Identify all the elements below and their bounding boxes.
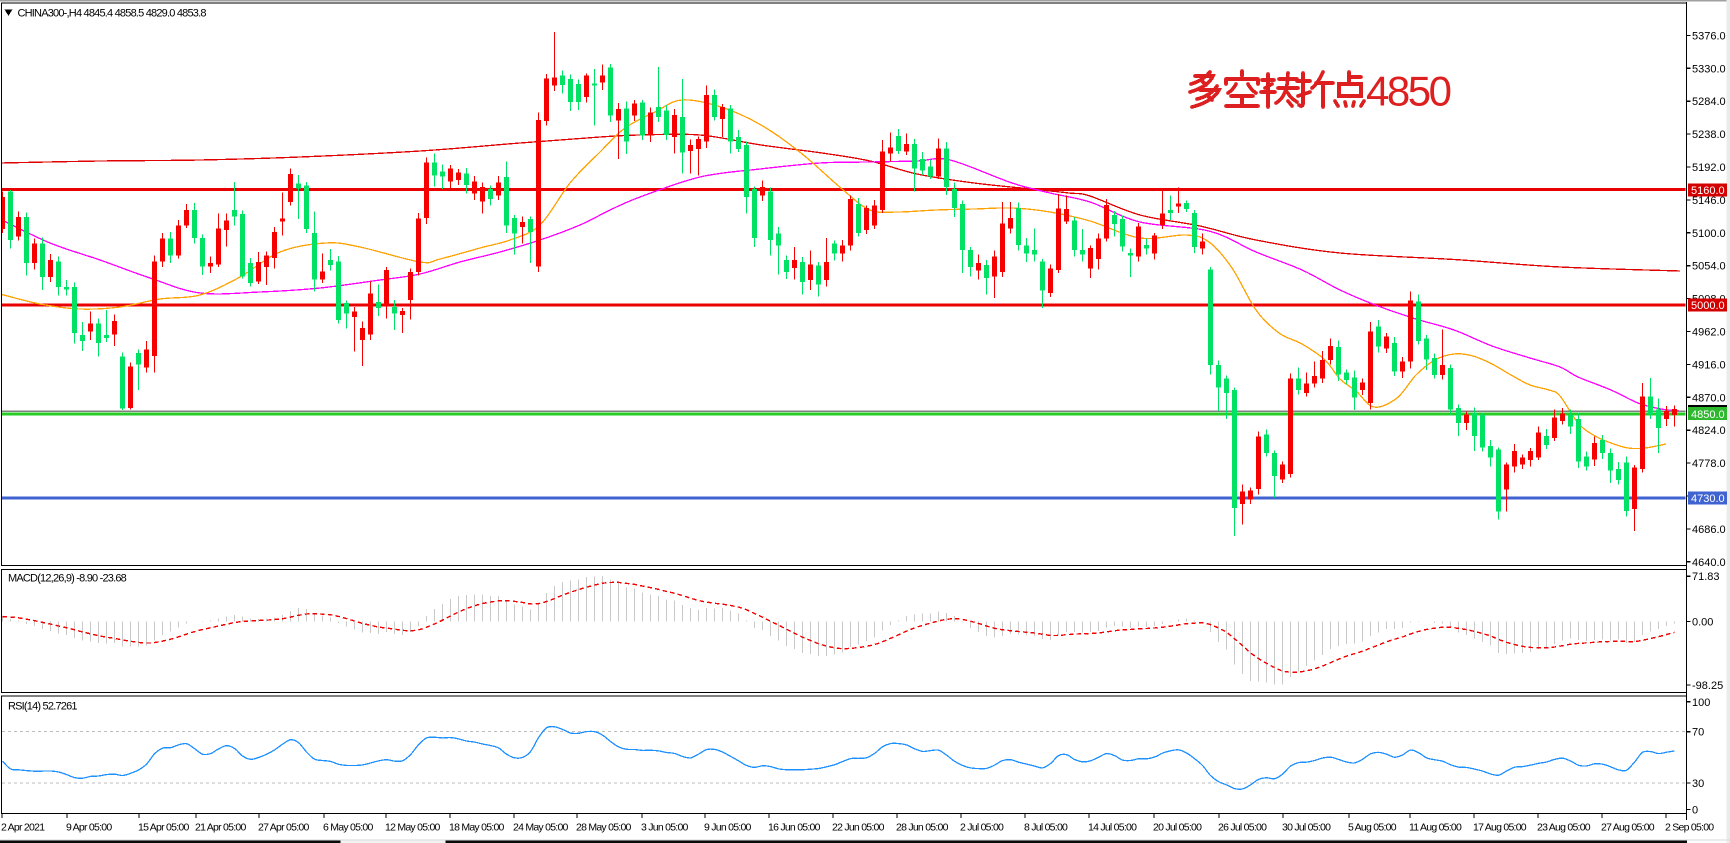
svg-text:5100.0: 5100.0: [1692, 228, 1726, 240]
svg-text:4778.0: 4778.0: [1692, 458, 1726, 470]
svg-text:30 Jul 05:00: 30 Jul 05:00: [1282, 822, 1331, 834]
svg-text:4850.0: 4850.0: [1691, 409, 1725, 421]
svg-text:9 Apr 05:00: 9 Apr 05:00: [66, 822, 112, 834]
svg-text:4962.0: 4962.0: [1692, 327, 1726, 339]
svg-text:5376.0: 5376.0: [1692, 30, 1726, 42]
svg-text:2 Jul 05:00: 2 Jul 05:00: [960, 822, 1004, 834]
svg-text:4730.0: 4730.0: [1691, 493, 1725, 505]
svg-text:MACD(12,26,9) -8.90 -23.68: MACD(12,26,9) -8.90 -23.68: [8, 573, 127, 585]
svg-text:15 Apr 05:00: 15 Apr 05:00: [138, 822, 189, 834]
svg-text:9 Jun 05:00: 9 Jun 05:00: [704, 822, 752, 834]
svg-text:5054.0: 5054.0: [1692, 261, 1726, 273]
svg-text:-98.25: -98.25: [1692, 680, 1723, 692]
svg-text:4640.0: 4640.0: [1692, 557, 1726, 569]
svg-text:28 Jun 05:00: 28 Jun 05:00: [896, 822, 949, 834]
svg-text:4916.0: 4916.0: [1692, 359, 1726, 371]
svg-text:5238.0: 5238.0: [1692, 129, 1726, 141]
svg-text:0.00: 0.00: [1692, 617, 1713, 629]
svg-text:26 Jul 05:00: 26 Jul 05:00: [1218, 822, 1267, 834]
svg-text:3 Jun 05:00: 3 Jun 05:00: [641, 822, 689, 834]
svg-text:4686.0: 4686.0: [1692, 524, 1726, 536]
svg-text:CHINA300-,H4 4845.4 4858.5 48: CHINA300-,H4 4845.4 4858.5 4829.0 4853.8: [18, 8, 207, 20]
svg-text:27 Aug 05:00: 27 Aug 05:00: [1601, 822, 1655, 834]
svg-text:100: 100: [1692, 697, 1710, 709]
svg-text:27 Apr 05:00: 27 Apr 05:00: [258, 822, 309, 834]
svg-text:5284.0: 5284.0: [1692, 96, 1726, 108]
svg-text:5160.0: 5160.0: [1691, 185, 1725, 197]
svg-text:28 May 05:00: 28 May 05:00: [576, 822, 632, 834]
svg-text:21 Apr 05:00: 21 Apr 05:00: [195, 822, 246, 834]
svg-text:30: 30: [1692, 778, 1704, 790]
svg-text:24 May 05:00: 24 May 05:00: [513, 822, 569, 834]
svg-text:RSI(14) 52.7261: RSI(14) 52.7261: [8, 701, 77, 713]
svg-text:4850: 4850: [1366, 68, 1451, 115]
svg-text:20 Jul 05:00: 20 Jul 05:00: [1153, 822, 1202, 834]
svg-text:5192.0: 5192.0: [1692, 162, 1726, 174]
svg-text:5146.0: 5146.0: [1692, 195, 1726, 207]
svg-text:18 May 05:00: 18 May 05:00: [449, 822, 505, 834]
svg-text:70: 70: [1692, 727, 1704, 739]
svg-text:0: 0: [1692, 805, 1698, 817]
svg-text:16 Jun 05:00: 16 Jun 05:00: [768, 822, 821, 834]
svg-text:2 Sep 05:00: 2 Sep 05:00: [1665, 822, 1714, 834]
svg-text:4824.0: 4824.0: [1692, 425, 1726, 437]
svg-text:11 Aug 05:00: 11 Aug 05:00: [1409, 822, 1462, 834]
svg-text:2 Apr 2021: 2 Apr 2021: [1, 822, 45, 834]
svg-text:5330.0: 5330.0: [1692, 63, 1726, 75]
svg-text:8 Jul 05:00: 8 Jul 05:00: [1024, 822, 1068, 834]
svg-text:22 Jun 05:00: 22 Jun 05:00: [832, 822, 885, 834]
svg-text:5000.0: 5000.0: [1691, 300, 1725, 312]
svg-text:17 Aug 05:00: 17 Aug 05:00: [1473, 822, 1527, 834]
svg-text:4870.0: 4870.0: [1692, 392, 1726, 404]
svg-text:6 May 05:00: 6 May 05:00: [323, 822, 373, 834]
svg-text:12 May 05:00: 12 May 05:00: [385, 822, 441, 834]
svg-text:23 Aug 05:00: 23 Aug 05:00: [1537, 822, 1591, 834]
svg-text:5 Aug 05:00: 5 Aug 05:00: [1348, 822, 1397, 834]
svg-text:71.83: 71.83: [1692, 571, 1720, 583]
svg-text:14 Jul 05:00: 14 Jul 05:00: [1088, 822, 1137, 834]
